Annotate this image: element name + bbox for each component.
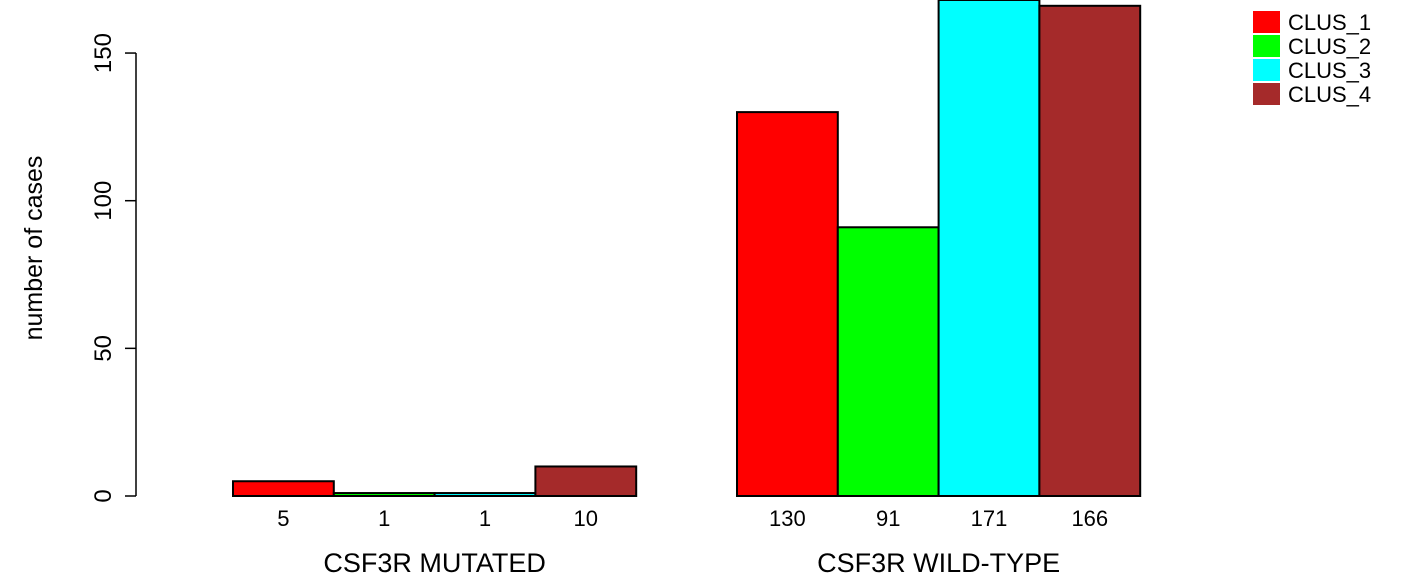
bar-value-label: 91	[876, 506, 900, 531]
bar-clus-4-group-2	[1038, 4, 1142, 497]
group-label: CSF3R WILD-TYPE	[817, 548, 1060, 578]
y-tick-label: 150	[90, 33, 117, 73]
bar-clus-3-group-1	[433, 492, 537, 497]
y-axis: 0 50 100 150	[90, 33, 137, 503]
legend-label: CLUS_2	[1288, 34, 1371, 59]
bar-value-label: 1	[378, 506, 390, 531]
legend-swatch	[1253, 35, 1280, 57]
legend-swatch	[1253, 83, 1280, 105]
bar-value-label: 130	[769, 506, 806, 531]
value-labels: 5 1 1 10 130 91 171 166	[277, 506, 1108, 531]
legend-swatch	[1253, 11, 1280, 33]
bar-clus-1-group-1	[232, 480, 335, 497]
bar-value-label: 5	[277, 506, 289, 531]
legend-label: CLUS_1	[1288, 10, 1371, 35]
bar-clus-2-group-1	[332, 492, 436, 497]
bar-clus-1-group-2	[736, 111, 839, 498]
y-axis-label: number of cases	[20, 156, 48, 341]
bar-value-label: 1	[479, 506, 491, 531]
bar-clus-3-group-2	[937, 0, 1041, 497]
bars	[232, 0, 1142, 498]
bar-value-label: 171	[971, 506, 1008, 531]
y-tick-label: 50	[90, 335, 117, 362]
bar-value-label: 10	[574, 506, 598, 531]
y-tick-label: 0	[90, 489, 117, 502]
legend-label: CLUS_3	[1288, 58, 1371, 83]
bar-clus-2-group-2	[836, 226, 940, 497]
y-tick-label: 100	[90, 181, 117, 221]
group-labels: CSF3R MUTATED CSF3R WILD-TYPE	[323, 548, 1060, 578]
legend-swatch	[1253, 59, 1280, 81]
bar-value-label: 166	[1071, 506, 1108, 531]
legend-label: CLUS_4	[1288, 82, 1371, 107]
bar-clus-4-group-1	[534, 465, 638, 498]
group-label: CSF3R MUTATED	[323, 548, 546, 578]
